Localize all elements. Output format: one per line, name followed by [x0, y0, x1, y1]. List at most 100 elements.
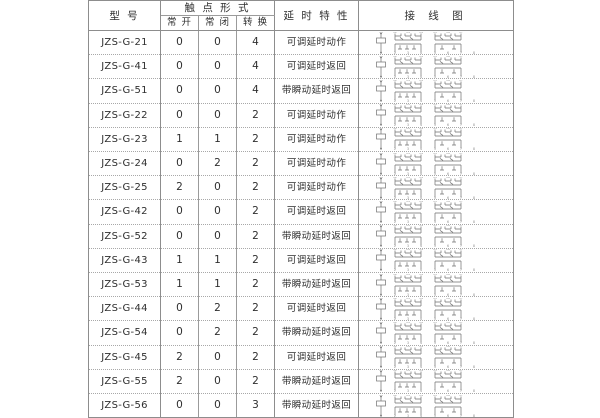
svg-text:13: 13	[406, 104, 410, 106]
terminal-numbers-top: 11 12 13 14 15 16 17	[379, 322, 463, 324]
svg-text:6: 6	[447, 244, 449, 247]
svg-text:8: 8	[473, 414, 475, 417]
svg-text:7: 7	[460, 123, 462, 126]
svg-text:2: 2	[394, 341, 396, 344]
contact-group-d	[434, 382, 462, 391]
svg-text:11: 11	[379, 346, 383, 348]
svg-text:1: 1	[380, 414, 382, 417]
cell-normally-open: 0	[160, 78, 199, 104]
svg-text:2: 2	[394, 268, 396, 271]
svg-text:12: 12	[393, 201, 397, 203]
svg-text:8: 8	[473, 268, 475, 271]
cell-changeover: 2	[236, 199, 276, 225]
contact-group-d	[434, 140, 462, 149]
svg-text:16: 16	[446, 177, 450, 179]
contact-group-a	[394, 105, 422, 113]
svg-text:11: 11	[379, 128, 383, 130]
svg-text:15: 15	[433, 201, 437, 203]
svg-text:5: 5	[434, 51, 436, 54]
svg-text:12: 12	[393, 274, 397, 276]
cell-model: JZS-G-24	[88, 151, 161, 176]
svg-text:14: 14	[419, 370, 423, 372]
svg-text:2: 2	[394, 317, 396, 320]
cell-model: JZS-G-52	[88, 223, 161, 249]
svg-text:6: 6	[447, 414, 449, 417]
cell-delay-characteristic: 可调延时返回	[274, 199, 360, 225]
svg-text:3: 3	[407, 196, 409, 199]
svg-text:4: 4	[420, 147, 422, 150]
contact-group-a	[394, 33, 422, 40]
svg-text:6: 6	[447, 317, 449, 320]
cell-delay-characteristic: 带瞬动延时返回	[274, 368, 360, 394]
svg-text:11: 11	[379, 298, 383, 300]
cell-normally-closed: 2	[198, 296, 237, 321]
wiring-diagram-graphic: 11 12 13 14 15 16 17 1 2 3 4 5 6 7 8	[367, 80, 505, 102]
svg-text:3: 3	[407, 99, 409, 102]
table-row: JZS-G-21 0 0 4 可调延时动作	[88, 30, 515, 55]
svg-text:2: 2	[394, 244, 396, 247]
svg-text:17: 17	[459, 322, 463, 324]
contact-group-b	[394, 212, 422, 222]
svg-text:17: 17	[459, 225, 463, 227]
table-row: JZS-G-51 0 0 4 带瞬动延时返回	[88, 78, 515, 104]
svg-text:5: 5	[434, 196, 436, 199]
contact-group-a	[394, 129, 422, 137]
svg-text:7: 7	[460, 196, 462, 199]
table-row: JZS-G-41 0 0 4 可调延时返回	[88, 54, 515, 79]
contact-group-a	[394, 81, 422, 89]
svg-text:14: 14	[419, 322, 423, 324]
terminal-numbers-top: 11 12 13 14 15 16 17	[379, 104, 463, 106]
contact-group-c	[434, 299, 462, 307]
cell-model: JZS-G-41	[88, 54, 161, 79]
svg-text:17: 17	[459, 370, 463, 372]
svg-text:8: 8	[473, 172, 475, 175]
svg-text:13: 13	[406, 80, 410, 82]
svg-text:17: 17	[459, 346, 463, 348]
svg-text:14: 14	[419, 298, 423, 300]
svg-text:17: 17	[459, 298, 463, 300]
svg-text:14: 14	[419, 32, 423, 34]
svg-text:7: 7	[460, 147, 462, 150]
svg-text:3: 3	[407, 293, 409, 296]
cell-model: JZS-G-21	[88, 30, 161, 55]
cell-normally-closed: 2	[198, 320, 237, 346]
svg-text:1: 1	[380, 317, 382, 320]
contact-group-c	[434, 396, 462, 403]
coil-symbol	[376, 153, 386, 175]
table-row: JZS-G-45 2 0 2 可调延时返回	[88, 344, 515, 370]
contact-group-d	[434, 357, 462, 367]
svg-text:15: 15	[433, 298, 437, 300]
cell-model: JZS-G-43	[88, 247, 161, 273]
svg-text:12: 12	[393, 298, 397, 300]
cell-normally-open: 0	[160, 151, 199, 176]
cell-normally-open: 0	[160, 199, 199, 225]
svg-text:7: 7	[460, 389, 462, 392]
svg-text:7: 7	[460, 172, 462, 175]
cell-wiring-diagram: 11 12 13 14 15 16 17 1 2 3 4 5 6 7 8	[358, 199, 515, 225]
cell-changeover: 4	[236, 78, 276, 104]
terminal-numbers-bottom: 1 2 3 4 5 6 7 8	[380, 365, 475, 368]
cell-model: JZS-G-44	[88, 296, 161, 321]
svg-text:6: 6	[447, 341, 449, 344]
svg-text:11: 11	[379, 32, 383, 34]
cell-normally-closed: 0	[198, 223, 237, 249]
svg-text:13: 13	[406, 201, 410, 203]
terminal-numbers-bottom: 1 2 3 4 5 6 7 8	[380, 317, 475, 320]
table-row: JZS-G-55 2 0 2 带瞬动延时返回	[88, 368, 515, 394]
svg-text:5: 5	[434, 220, 436, 223]
contact-group-d	[434, 188, 462, 198]
contact-group-a	[394, 299, 422, 307]
svg-text:11: 11	[379, 322, 383, 324]
contact-group-b	[394, 115, 422, 125]
contact-group-a	[394, 57, 422, 65]
svg-text:7: 7	[460, 51, 462, 54]
terminal-numbers-bottom: 1 2 3 4 5 6 7 8	[380, 123, 475, 126]
contact-group-d	[434, 309, 462, 319]
relay-specification-table: 型 号 触 点 形 式 延 时 特 性 接 线 图 常 开 常 闭 转 换 JZ…	[88, 0, 515, 418]
svg-text:1: 1	[380, 196, 382, 199]
wiring-diagram-graphic: 11 12 13 14 15 16 17 1 2 3 4 5 6 7 8	[367, 346, 505, 368]
cell-wiring-diagram: 11 12 13 14 15 16 17 1 2 3 4 5 6 7 8	[358, 54, 515, 79]
contact-group-b	[394, 43, 422, 53]
svg-text:6: 6	[447, 123, 449, 126]
cell-changeover: 2	[236, 368, 276, 394]
